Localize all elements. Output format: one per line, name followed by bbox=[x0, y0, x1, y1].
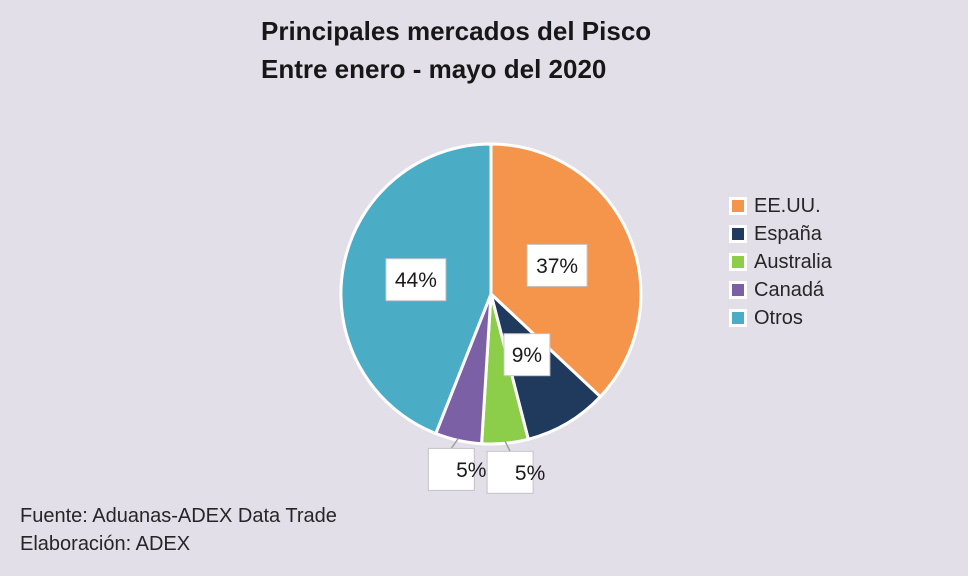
data-label-box-canadá bbox=[427, 447, 475, 491]
legend-swatch-icon bbox=[729, 309, 747, 327]
chart-legend: EE.UU. España Australia Canadá Otros bbox=[729, 195, 832, 337]
label-leader-line-canadá bbox=[450, 437, 459, 449]
label-leader-line-australia bbox=[504, 440, 511, 452]
data-label-box-ee-uu bbox=[526, 243, 588, 287]
legend-label: Canadá bbox=[754, 279, 825, 301]
data-label-box-australia bbox=[486, 450, 534, 494]
legend-swatch-icon bbox=[729, 281, 747, 299]
data-label-box-otros bbox=[385, 258, 447, 302]
legend-item-australia: Australia bbox=[729, 251, 832, 273]
legend-label: Otros bbox=[754, 307, 803, 329]
legend-swatch-icon bbox=[729, 253, 747, 271]
chart-footer: Fuente: Aduanas-ADEX Data Trade Elaborac… bbox=[20, 502, 337, 558]
legend-label: Australia bbox=[754, 251, 832, 273]
legend-item-canadá: Canadá bbox=[729, 279, 832, 301]
legend-item-españa: España bbox=[729, 223, 832, 245]
data-label-value-otros: 44% bbox=[395, 269, 437, 292]
legend-label: España bbox=[754, 223, 822, 245]
chart-title: Principales mercados del Pisco Entre ene… bbox=[261, 12, 651, 88]
legend-item-otros: Otros bbox=[729, 307, 832, 329]
legend-swatch-icon bbox=[729, 197, 747, 215]
data-label-box-españa bbox=[503, 333, 551, 377]
chart-title-line1: Principales mercados del Pisco bbox=[261, 16, 652, 46]
data-label-value-ee-uu: 37% bbox=[536, 255, 578, 278]
data-label-value-canadá: 5% bbox=[456, 459, 486, 482]
legend-swatch-icon bbox=[729, 225, 747, 243]
data-label-value-australia: 5% bbox=[515, 462, 545, 485]
legend-item-ee-uu: EE.UU. bbox=[729, 195, 832, 217]
elaboration-text: Elaboración: ADEX bbox=[20, 533, 191, 555]
data-label-value-españa: 9% bbox=[512, 344, 542, 367]
legend-label: EE.UU. bbox=[754, 195, 821, 217]
chart-title-line2: Entre enero - mayo del 2020 bbox=[261, 54, 607, 84]
source-text: Fuente: Aduanas-ADEX Data Trade bbox=[20, 505, 337, 527]
